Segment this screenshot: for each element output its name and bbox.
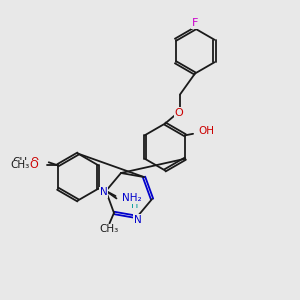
Text: OH: OH (198, 126, 214, 136)
Text: N: N (134, 215, 142, 225)
Text: O: O (174, 107, 183, 118)
Text: NH: NH (123, 196, 139, 206)
Text: CH₃: CH₃ (12, 157, 32, 167)
Text: NH₂: NH₂ (122, 194, 142, 203)
Text: CH₃: CH₃ (100, 224, 119, 234)
Text: O: O (31, 157, 39, 167)
Text: N: N (100, 188, 107, 197)
Text: CH₃: CH₃ (10, 160, 29, 170)
Text: O: O (29, 160, 38, 170)
Text: H: H (131, 200, 138, 210)
Text: F: F (192, 18, 198, 28)
